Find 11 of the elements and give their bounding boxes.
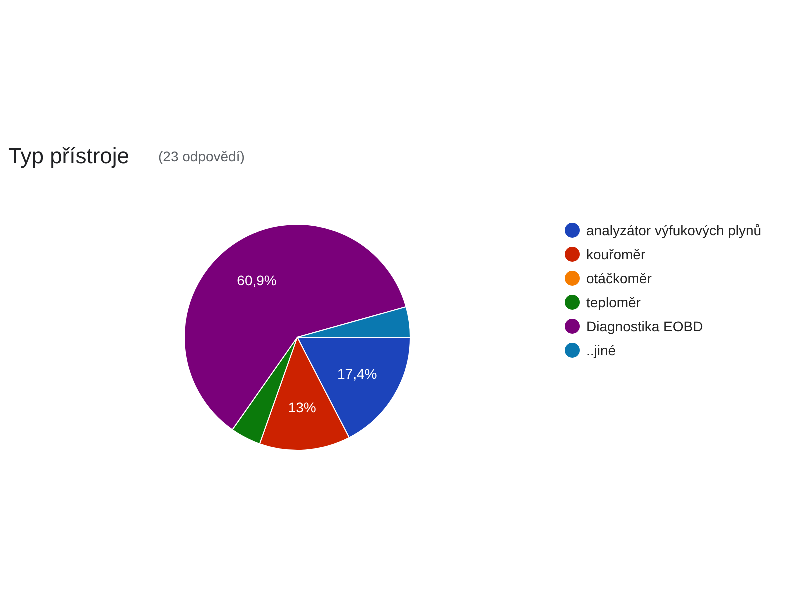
legend-label: analyzátor výfukových plynů bbox=[586, 222, 762, 238]
legend-label: ..jiné bbox=[586, 342, 616, 358]
data-label: 13% bbox=[288, 399, 316, 416]
chart-title: Typ přístroje bbox=[8, 144, 130, 168]
legend-label: teploměr bbox=[586, 294, 642, 310]
legend-label: Diagnostika EOBD bbox=[586, 318, 704, 334]
chart-subtitle: (23 odpovědí) bbox=[158, 148, 245, 164]
data-label: 60,9% bbox=[237, 272, 277, 288]
legend-label: otáčkoměr bbox=[586, 270, 652, 286]
data-label: 17,4% bbox=[338, 366, 378, 382]
legend-label: kouřoměr bbox=[586, 246, 646, 262]
